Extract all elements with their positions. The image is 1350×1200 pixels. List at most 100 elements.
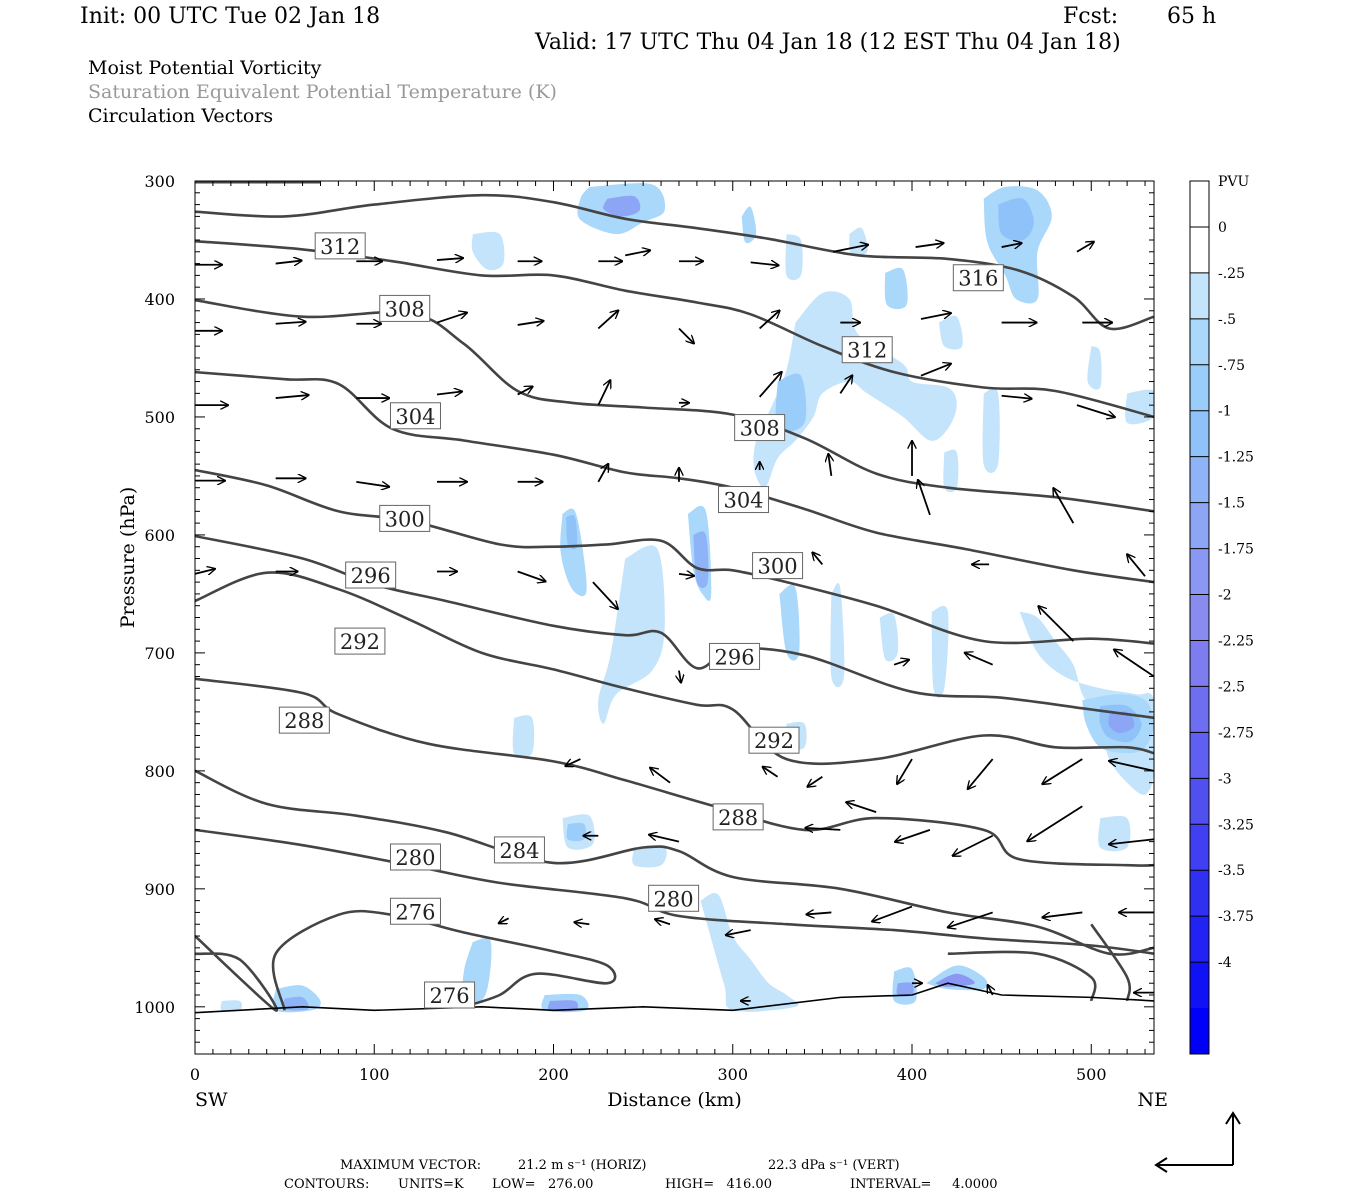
contour-label-box [752,552,804,580]
colorbar-band [1190,916,1209,963]
x-tick-label: 200 [538,1065,569,1084]
colorbar-band [1190,272,1209,320]
contour-label-box [493,836,545,864]
contour-label-box [841,336,893,364]
circulation-vector [812,552,824,565]
colorbar-label: 0 [1218,220,1227,236]
colorbar-band [1190,732,1209,779]
circulation-vector [597,310,618,330]
forecast-label: Fcst: [1063,4,1119,29]
contour-label: 288 [284,709,324,733]
theta-es-contour-276 [195,935,279,1012]
circulation-vector [574,922,590,924]
contour-label-box [734,414,786,442]
theta-es-contour-288 [195,677,1154,867]
colorbar-band [1190,640,1209,687]
y-tick-label: 800 [144,762,175,781]
contour-label: 276 [429,984,469,1008]
pv-shaded-region [982,388,1000,473]
x-tick-label: 300 [717,1065,748,1084]
circulation-vector [807,776,823,787]
colorbar-band [1190,456,1209,504]
pv-shaded-region [785,234,803,281]
circulation-vector [968,758,994,789]
colorbar-label: -3.75 [1218,909,1254,925]
circulation-vector [895,829,931,842]
pv-shaded-region [566,822,587,842]
circulation-vector [832,245,868,253]
contour-label: 296 [351,564,391,588]
contour-label-box [709,642,761,670]
contour-label-box [389,402,441,430]
colorbar-label: -2.75 [1218,725,1254,741]
circulation-vector [965,653,994,666]
pv-shaded-region [548,1000,579,1012]
colorbar-title: PVU [1218,174,1250,190]
pv-shaded-region [849,227,868,256]
pv-shading-layer [220,183,1154,1013]
plot-frame [194,180,1155,1055]
colorbar-band [1190,181,1209,228]
axes-layer: 0 100 200 300 400 500 300 400 500 600 700 800 900 100… [117,172,1168,1111]
colorbar-label: -1.25 [1218,450,1254,466]
pv-shaded-region [632,846,667,868]
theta-es-contour-308 [195,298,1154,513]
contour-label-box [314,232,366,260]
colorbar-band [1190,686,1209,733]
contour-label: 292 [754,729,794,753]
contour-label-box [379,294,431,322]
contour-label-box [748,726,800,754]
plot-border [194,180,1155,1055]
y-tick-label: 300 [144,172,175,191]
theta-es-contour-280 [195,828,1154,955]
contour-label-box [952,264,1004,292]
pv-shaded-region [896,982,914,997]
footer-max-vector-label: MAXIMUM VECTOR: [340,1158,482,1173]
circulation-vector [1076,242,1094,253]
pv-shaded-region [753,291,957,488]
x-tick-label: 100 [359,1065,390,1084]
circulation-vector [436,258,463,260]
x-tick-label: 0 [190,1065,200,1084]
y-tick-label: 600 [144,526,175,545]
contour-label-box [648,884,700,912]
pv-shaded-region [700,892,799,1012]
y-axis-label: Pressure (hPa) [117,487,139,629]
pv-shaded-region [943,449,959,493]
colorbar: PVU 0 -.25 -.5 -.75 -1 -1.25 -1.5 -1.75 -2 -2.25 -2… [1189,174,1254,1055]
colorbar-band [1190,226,1209,274]
contour-label: 276 [395,900,435,924]
contour-label-box [389,843,441,871]
circulation-vector [655,919,671,924]
circulation-vector [436,392,462,395]
contour-label: 280 [395,846,435,870]
circulation-vector [758,372,782,398]
contour-label: 304 [395,405,435,429]
valid-time-label: Valid: 17 UTC Thu 04 Jan 18 (12 EST Thu … [535,30,1121,55]
y-tick-label: 500 [144,408,175,427]
contour-label-box [278,706,330,734]
pv-shaded-region [693,531,709,589]
pv-shaded-region [220,1000,243,1012]
circulation-vector [988,985,993,996]
x-end-label-left: SW [195,1089,228,1111]
field-title-vectors: Circulation Vectors [88,105,274,127]
circulation-vector [436,313,467,324]
pv-shaded-region [779,584,800,661]
footer-low: LOW= 276.00 [492,1177,594,1192]
circulation-vector [597,380,610,406]
contour-label: 308 [740,417,780,441]
footer-interval: INTERVAL= 4.0000 [850,1177,998,1192]
pv-shaded-region [471,231,505,271]
field-title-mpv: Moist Potential Vorticity [88,57,322,79]
footer-max-vert: 22.3 dPa s⁻¹ (VERT) [768,1158,900,1173]
circulation-vector-layer [195,242,1154,1001]
x-tick-label: 400 [897,1065,928,1084]
y-tick-label: 400 [144,290,175,309]
init-time-label: Init: 00 UTC Tue 02 Jan 18 [80,4,381,29]
circulation-vector [920,313,951,320]
contour-label-box [718,486,770,514]
pv-shaded-region [931,605,949,698]
forecast-hour-value: 65 h [1167,4,1217,29]
